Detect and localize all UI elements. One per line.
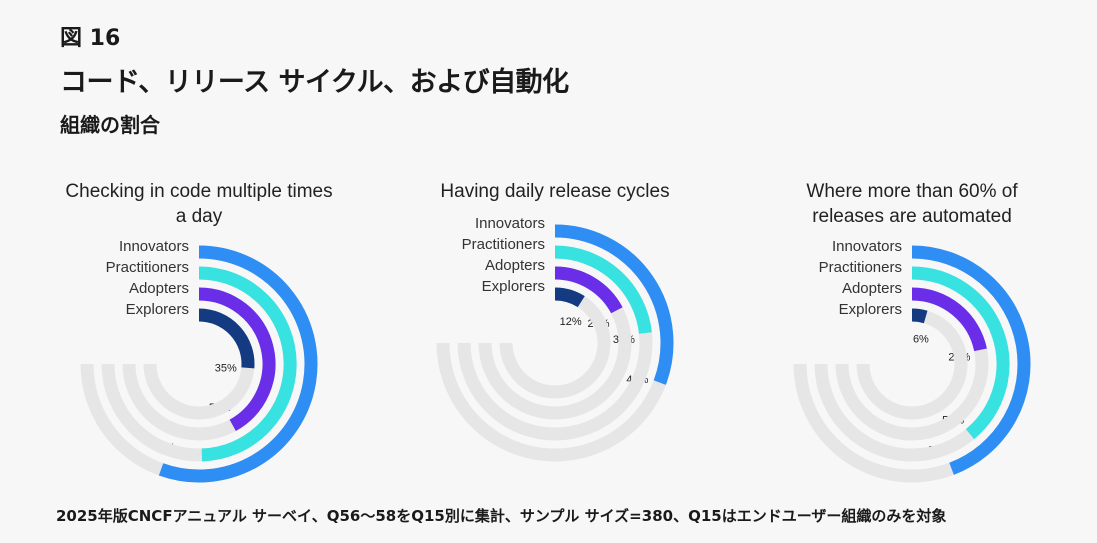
value-arc-explorers: [911, 308, 928, 324]
data-label: 12%: [560, 316, 582, 328]
chart-title: Having daily release cycles: [440, 181, 669, 202]
legend-label: Practitioners: [462, 236, 545, 253]
legend-label: Explorers: [839, 301, 902, 318]
chart-title: releases are automated: [812, 206, 1012, 227]
legend-label: Adopters: [485, 257, 545, 274]
track-arc: [856, 308, 968, 420]
chart-3: Where more than 60% of releases are autom…: [793, 181, 1031, 483]
value-arc-innovators: [911, 245, 1031, 475]
page-subtitle: 組織の割合: [60, 113, 160, 137]
chart-1: Checking in code multiple times a day Inno…: [65, 181, 333, 483]
legend-label: Practitioners: [106, 259, 189, 276]
value-arc-practitioners: [198, 266, 297, 462]
value-arc-adopters: [554, 266, 623, 314]
chart-2: Having daily release cyclesInnovators41%…: [436, 181, 674, 462]
data-label: 6%: [913, 334, 929, 346]
value-arc-adopters: [911, 287, 987, 352]
legend-label: Innovators: [832, 238, 902, 255]
figure-number: 図 16: [60, 26, 121, 51]
page-title: コード、リリース サイクル、および自動化: [60, 67, 569, 98]
legend-label: Practitioners: [819, 259, 902, 276]
legend-label: Adopters: [842, 280, 902, 297]
legend-label: Adopters: [129, 280, 189, 297]
data-label: 35%: [215, 363, 237, 375]
chart-title: Where more than 60% of: [806, 181, 1018, 202]
radial-charts: Checking in code multiple times a day Inno…: [65, 181, 1031, 483]
legend-label: Innovators: [119, 238, 189, 255]
value-arc-practitioners: [911, 266, 1010, 440]
value-arc-practitioners: [554, 245, 652, 334]
chart-title: Checking in code multiple times: [65, 181, 332, 202]
value-arc-explorers: [554, 287, 585, 308]
footnote: 2025年版CNCFアニュアル サーベイ、Q56～58をQ15別に集計、サンプル…: [56, 507, 947, 525]
legend-label: Explorers: [482, 278, 545, 295]
chart-title: a day: [176, 206, 223, 227]
track-arc: [499, 287, 611, 399]
legend-label: Innovators: [475, 215, 545, 232]
legend-label: Explorers: [126, 301, 189, 318]
value-arc-adopters: [198, 287, 276, 432]
value-arc-innovators: [554, 224, 674, 385]
value-arc-explorers: [198, 308, 255, 369]
value-arc-innovators: [158, 245, 318, 483]
